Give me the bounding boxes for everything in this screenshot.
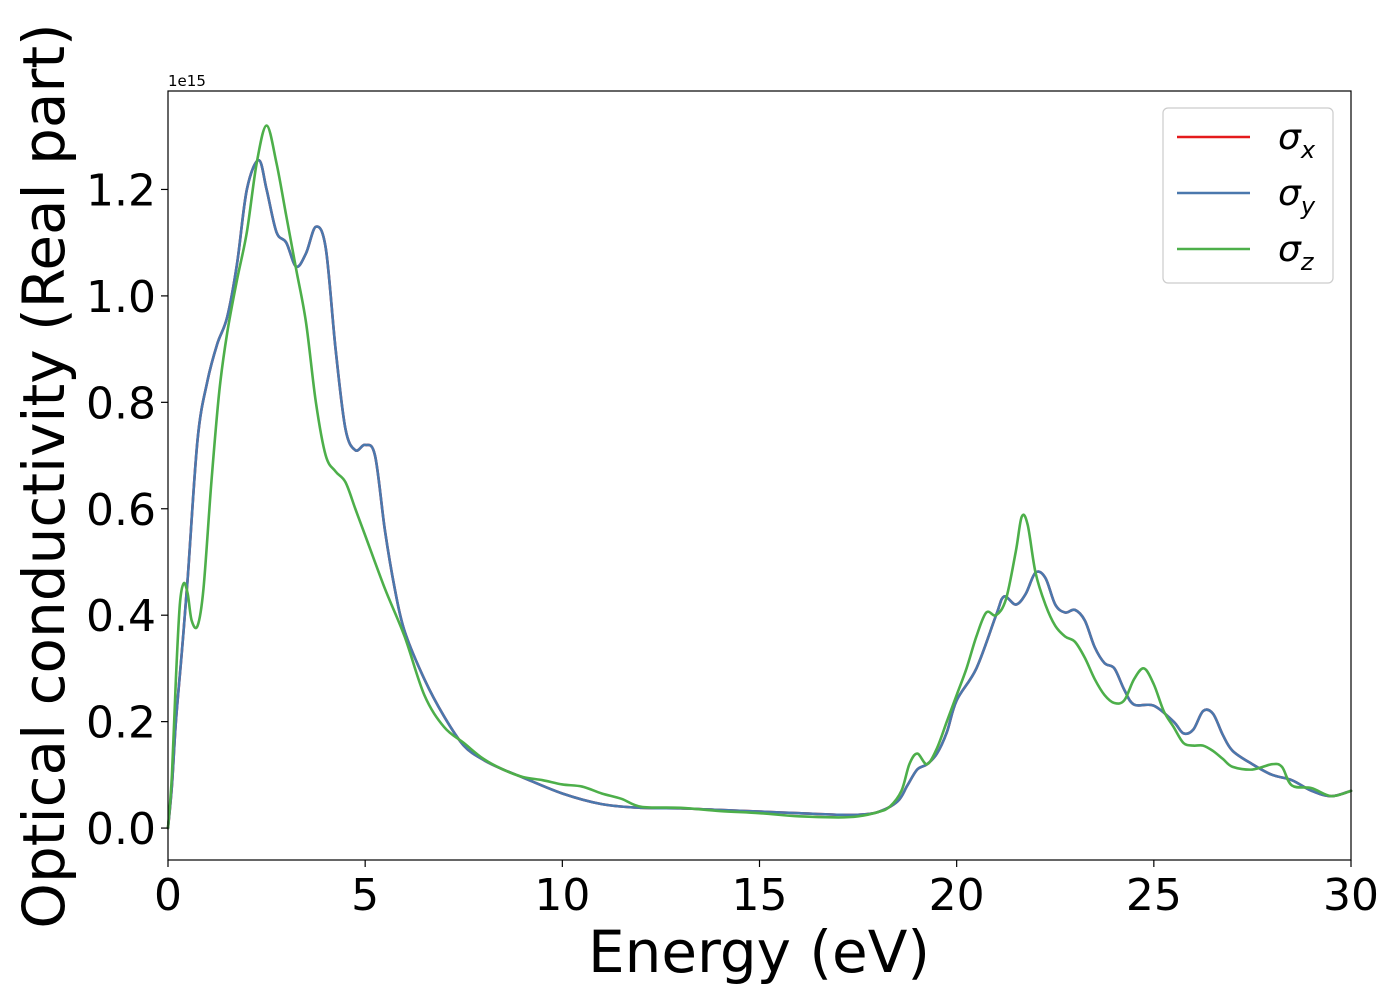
- series-layer: [166, 124, 1353, 830]
- x-tick-label: 20: [929, 870, 985, 921]
- y-tick-label: 0.8: [86, 378, 156, 429]
- x-axis: 0 5 10 15 20 25 30: [154, 860, 1379, 921]
- y-axis: 0.0 0.2 0.4 0.6 0.8 1.0 1.2: [86, 165, 168, 855]
- legend-box: [1162, 107, 1334, 284]
- x-tick-label: 30: [1323, 870, 1379, 921]
- y-tick-label: 1.2: [86, 165, 156, 216]
- series-line-sigma-y: [166, 158, 1353, 830]
- y-tick-label: 0.0: [86, 804, 156, 855]
- y-tick-label: 1.0: [86, 272, 156, 323]
- x-tick-label: 15: [732, 870, 788, 921]
- y-tick-label: 0.6: [86, 485, 156, 536]
- x-tick-label: 5: [351, 870, 379, 921]
- y-tick-label: 0.2: [86, 698, 156, 749]
- y-tick-label: 0.4: [86, 591, 156, 642]
- series-line-sigma-z: [166, 124, 1353, 830]
- legend-label: σy: [1278, 173, 1316, 220]
- x-tick-label: 10: [534, 870, 590, 921]
- legend-label: σx: [1278, 117, 1316, 164]
- x-tick-label: 25: [1126, 870, 1182, 921]
- y-offset-label: 1e15: [168, 72, 206, 90]
- y-axis-label: Optical conductivity (Real part): [10, 23, 78, 928]
- x-tick-label: 0: [154, 870, 182, 921]
- legend: σx σy σz: [1162, 107, 1334, 284]
- x-axis-label: Energy (eV): [588, 918, 930, 986]
- legend-label: σz: [1278, 229, 1315, 276]
